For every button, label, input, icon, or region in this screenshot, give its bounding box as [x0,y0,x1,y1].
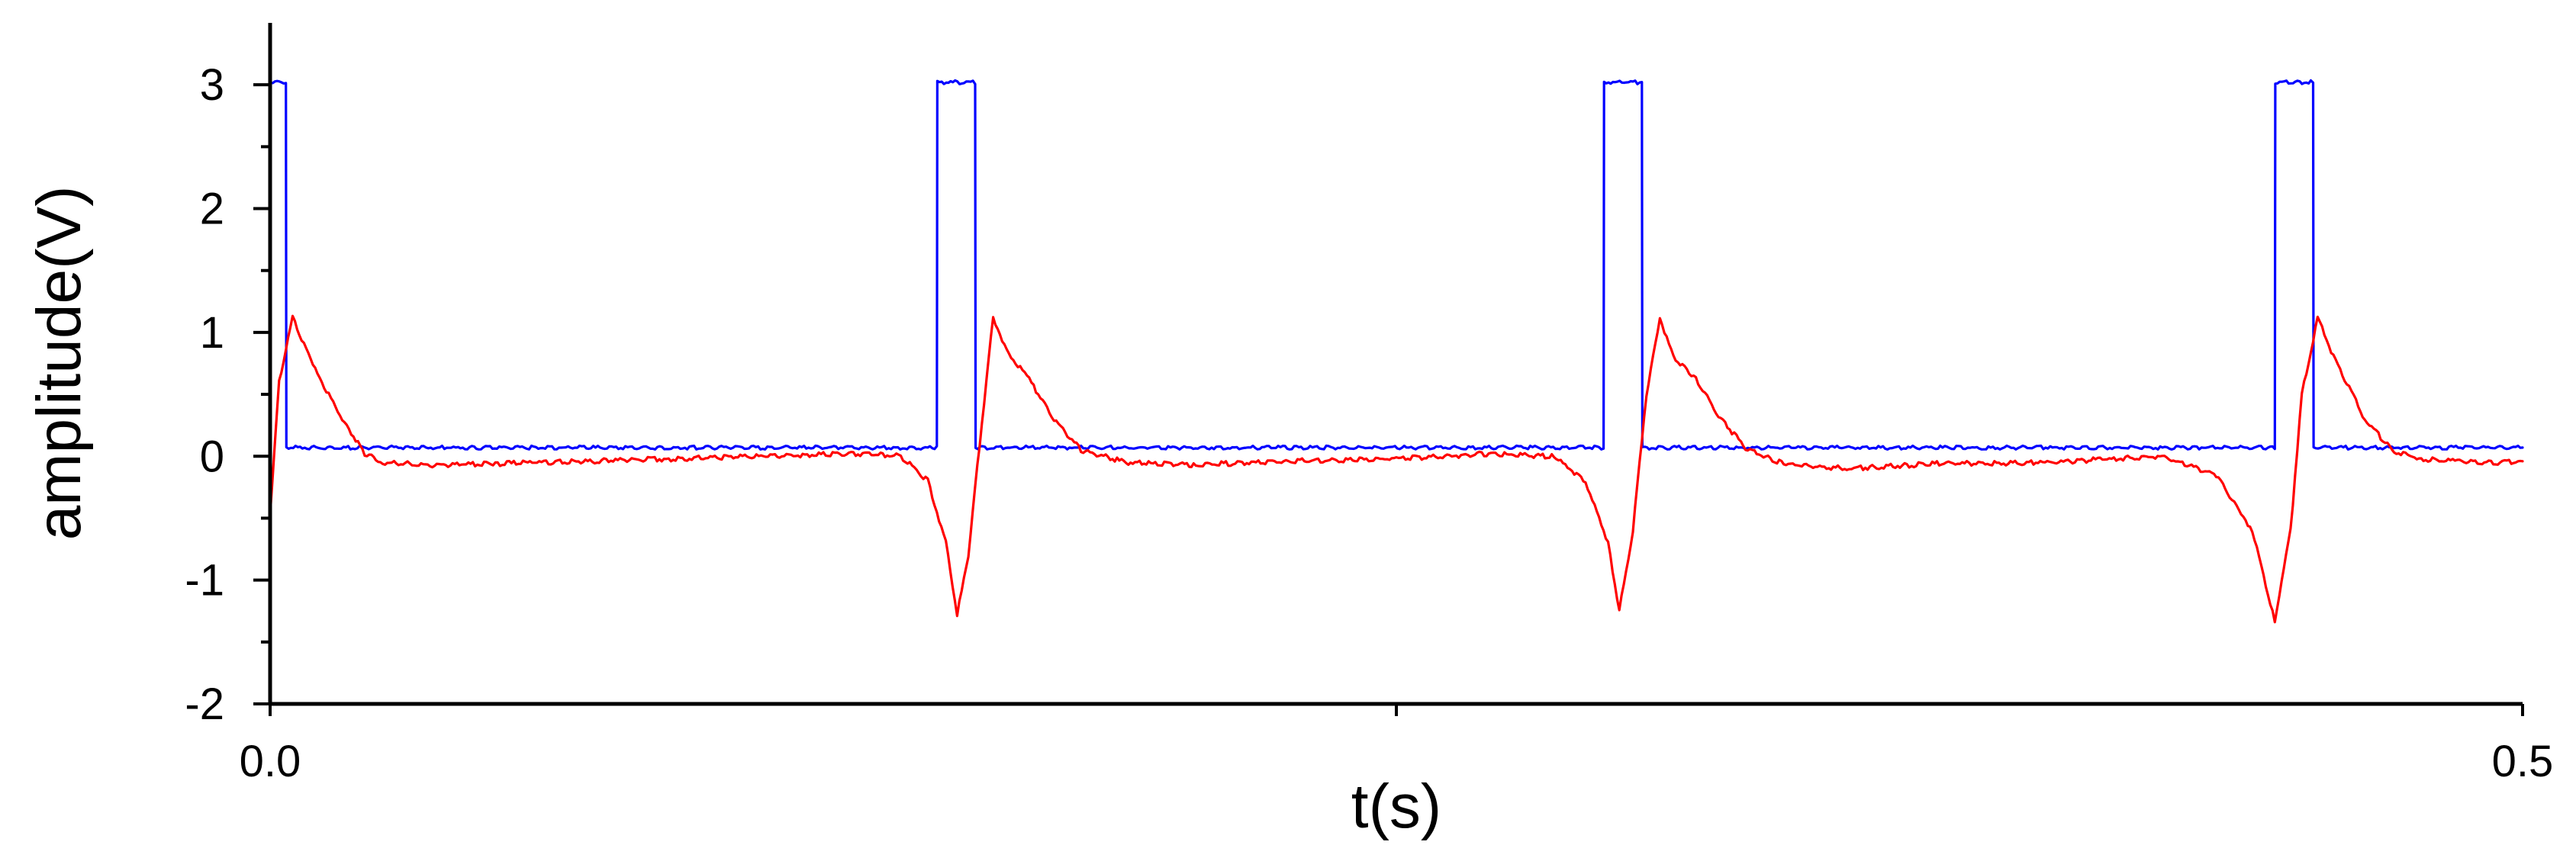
axes [268,23,2523,706]
x-axis-title: t(s) [1351,772,1441,841]
series-line-blue [269,79,2524,451]
y-tick-label: -2 [185,679,224,729]
plot-area [269,79,2524,624]
x-tick-label: 0.5 [2492,737,2554,786]
y-tick-label: 2 [200,185,224,234]
y-tick-label: 3 [200,60,224,110]
ticks: -2 -1 0 1 2 3 0.0 0.5 [185,60,2553,786]
series-line-red [269,314,2524,624]
y-tick-label: 1 [200,308,224,358]
x-tick-label: 0.0 [240,737,301,786]
y-axis-title: amplitude(V) [24,186,94,541]
y-tick-label: 0 [200,432,224,481]
y-tick-label: -1 [185,556,224,606]
